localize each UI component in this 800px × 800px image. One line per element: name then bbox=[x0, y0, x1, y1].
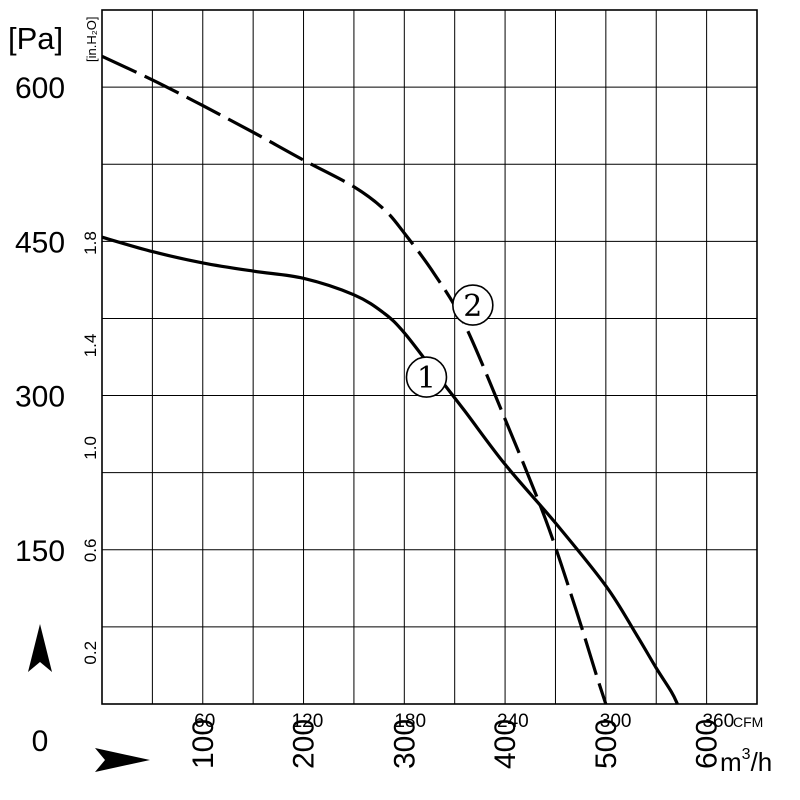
cfm-tick-label: 60 bbox=[194, 711, 215, 732]
pressure-inh2o-axis: [in.H₂O] 0.2 0.6 1.0 1.4 1.8 bbox=[81, 17, 100, 665]
airflow-m3h-axis: m3/h 100 200 300 400 500 600 bbox=[187, 719, 772, 777]
curve-label-circle bbox=[452, 284, 494, 326]
m3h-tick-label: 500 bbox=[590, 719, 623, 769]
airflow-m3h-unit-base: m bbox=[720, 747, 742, 777]
chart-grid bbox=[102, 9, 757, 704]
pa-tick-label: 450 bbox=[15, 226, 65, 259]
pa-tick-label: 300 bbox=[15, 381, 65, 414]
pressure-pa-unit: [Pa] bbox=[8, 21, 63, 56]
m3h-tick-label: 300 bbox=[388, 719, 421, 769]
airflow-m3h-unit-suffix: /h bbox=[751, 747, 773, 777]
curve-1-line bbox=[101, 235, 679, 705]
curve-label-number: 1 bbox=[417, 361, 436, 396]
airflow-cfm-unit: CFM bbox=[733, 714, 763, 730]
cfm-tick-label: 120 bbox=[292, 711, 324, 732]
pa-tick-label: 150 bbox=[15, 535, 65, 568]
curves bbox=[101, 54, 679, 705]
pressure-pa-axis: [Pa] 0 150 300 450 600 bbox=[8, 21, 65, 758]
plot-frame bbox=[101, 9, 758, 705]
airflow-cfm-axis: CFM 60 120 180 240 300 360 bbox=[194, 711, 763, 732]
cfm-tick-label: 300 bbox=[600, 711, 632, 732]
curve-2-label: 2 bbox=[452, 284, 494, 326]
pressure-arrow-icon bbox=[28, 624, 52, 672]
inh2o-tick-label: 0.6 bbox=[81, 539, 100, 563]
airflow-m3h-unit: m3/h bbox=[720, 746, 772, 777]
pa-tick-label: 0 bbox=[32, 725, 49, 758]
pa-tick-label: 600 bbox=[15, 72, 65, 105]
airflow-m3h-unit-superscript: 3 bbox=[742, 746, 751, 763]
curve-2-line bbox=[101, 54, 608, 705]
m3h-tick-label: 100 bbox=[187, 719, 220, 769]
cfm-tick-label: 360 bbox=[702, 711, 734, 732]
inh2o-tick-label: 1.4 bbox=[81, 334, 100, 358]
curve-label-number: 2 bbox=[463, 289, 482, 324]
inh2o-tick-label: 1.0 bbox=[81, 436, 100, 460]
airflow-arrow-icon bbox=[95, 748, 150, 772]
curve-label-circle bbox=[405, 356, 448, 398]
curve-1-label: 1 bbox=[405, 356, 448, 398]
m3h-tick-label: 600 bbox=[691, 719, 724, 769]
cfm-tick-label: 240 bbox=[497, 711, 529, 732]
inh2o-tick-label: 1.8 bbox=[81, 231, 100, 255]
m3h-tick-label: 400 bbox=[489, 719, 522, 769]
pressure-inh2o-unit: [in.H₂O] bbox=[84, 17, 99, 63]
curve-markers: 12 bbox=[405, 284, 494, 398]
inh2o-tick-label: 0.2 bbox=[81, 641, 100, 665]
cfm-tick-label: 180 bbox=[394, 711, 426, 732]
m3h-tick-label: 200 bbox=[288, 719, 321, 769]
